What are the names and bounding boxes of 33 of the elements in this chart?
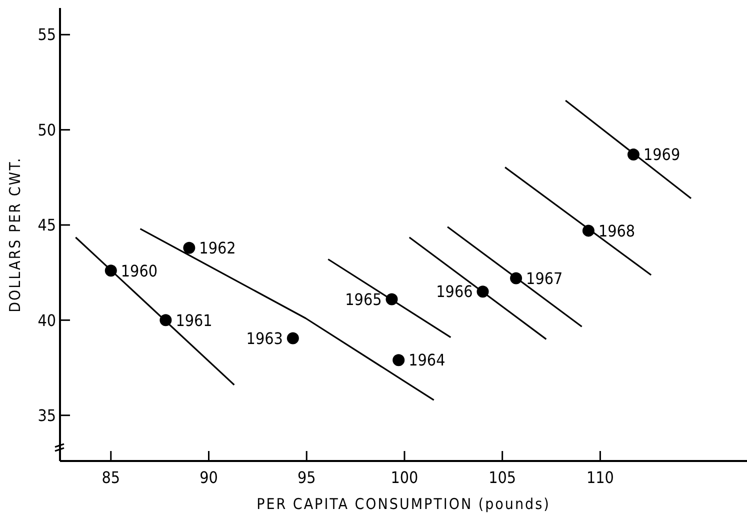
x-axis-title: PER CAPITA CONSUMPTION (pounds) (256, 495, 550, 513)
annotation: 1962 (199, 238, 236, 258)
annotation: 1967 (526, 268, 563, 288)
x-tick-label: 90 (200, 468, 218, 487)
x-tick-label: 110 (586, 468, 614, 487)
y-tick-label: 45 (38, 216, 56, 235)
point (582, 224, 594, 237)
x-tick-label: 100 (390, 468, 418, 487)
y-axis-title: DOLLARS PER CWT. (6, 156, 24, 312)
x-tick-label: 85 (102, 468, 120, 487)
annotation: 1965 (345, 290, 382, 309)
point (286, 332, 299, 344)
y-tick-label: 40 (38, 310, 56, 330)
y-tick-label: 35 (38, 406, 56, 425)
point (392, 354, 405, 366)
point (627, 148, 640, 161)
point (510, 272, 522, 284)
x-tick-label: 105 (488, 468, 516, 487)
annotation: 1964 (408, 350, 446, 370)
annotation: 1963 (246, 328, 283, 348)
point (104, 264, 117, 277)
annotation: 1960 (120, 261, 158, 280)
point (183, 242, 196, 254)
y-tick-label: 55 (38, 25, 56, 44)
annotation: 1968 (598, 221, 636, 240)
point (160, 314, 172, 326)
annotation: 1966 (436, 282, 473, 302)
annotation: 1969 (643, 145, 680, 164)
x-tick-label: 95 (297, 468, 316, 487)
annotation: 1961 (176, 310, 212, 330)
point (386, 293, 398, 306)
y-tick-label: 50 (38, 120, 56, 140)
point (476, 286, 489, 298)
